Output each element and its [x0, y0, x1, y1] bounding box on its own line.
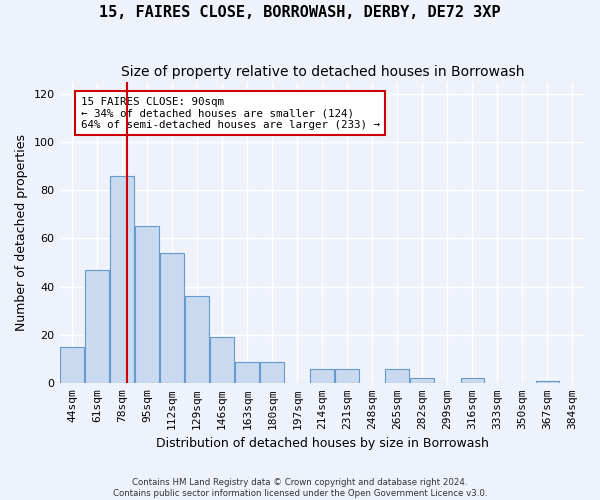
Bar	[60, 347, 84, 384]
Bar	[461, 378, 484, 384]
Title: Size of property relative to detached houses in Borrowash: Size of property relative to detached ho…	[121, 65, 524, 79]
Bar	[185, 296, 209, 384]
Bar	[335, 369, 359, 384]
Bar	[85, 270, 109, 384]
Y-axis label: Number of detached properties: Number of detached properties	[15, 134, 28, 331]
Text: 15, FAIRES CLOSE, BORROWASH, DERBY, DE72 3XP: 15, FAIRES CLOSE, BORROWASH, DERBY, DE72…	[99, 5, 501, 20]
Bar	[135, 226, 159, 384]
Bar	[536, 381, 559, 384]
Text: 15 FAIRES CLOSE: 90sqm
← 34% of detached houses are smaller (124)
64% of semi-de: 15 FAIRES CLOSE: 90sqm ← 34% of detached…	[80, 96, 380, 130]
Bar	[110, 176, 134, 384]
Text: Contains HM Land Registry data © Crown copyright and database right 2024.
Contai: Contains HM Land Registry data © Crown c…	[113, 478, 487, 498]
X-axis label: Distribution of detached houses by size in Borrowash: Distribution of detached houses by size …	[156, 437, 489, 450]
Bar	[210, 338, 234, 384]
Bar	[260, 362, 284, 384]
Bar	[235, 362, 259, 384]
Bar	[160, 253, 184, 384]
Bar	[385, 369, 409, 384]
Bar	[410, 378, 434, 384]
Bar	[310, 369, 334, 384]
